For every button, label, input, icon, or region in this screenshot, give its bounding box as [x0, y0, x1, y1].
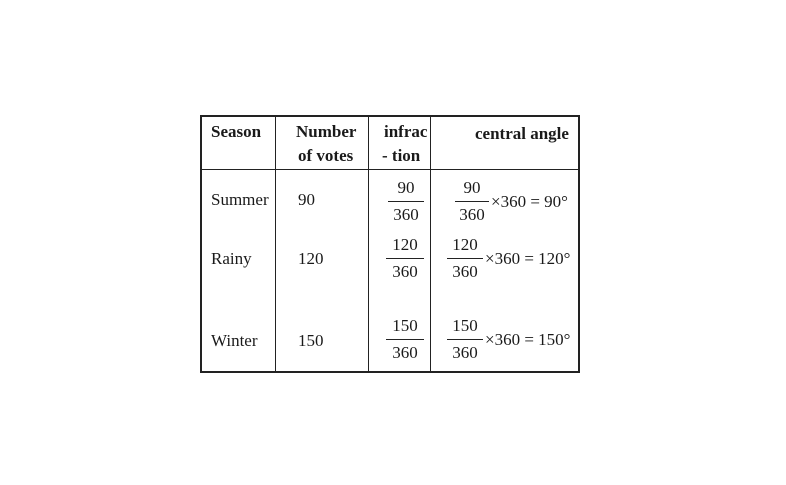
- angle-fraction: 150 360: [447, 315, 483, 364]
- fraction-numerator: 90: [397, 178, 415, 197]
- angle-expression: ×360 = 150°: [485, 329, 571, 349]
- header-votes-line1: Number: [296, 122, 357, 141]
- fraction-bar: [386, 258, 424, 259]
- fraction-numerator: 90: [463, 178, 481, 197]
- fraction-denominator: 360: [452, 262, 478, 281]
- fraction-bar: [388, 201, 424, 202]
- cell-fraction: 90 360: [388, 177, 424, 226]
- angle-expression: ×360 = 90°: [491, 191, 568, 211]
- cell-fraction: 150 360: [386, 315, 424, 364]
- column-divider: [275, 117, 276, 371]
- cell-votes: 120: [298, 249, 324, 268]
- header-season: Season: [211, 122, 262, 141]
- header-votes-line2: of votes: [298, 146, 354, 165]
- cell-central-angle: 90 360 ×360 = 90°: [455, 177, 568, 226]
- column-divider: [430, 117, 431, 371]
- cell-season: Summer: [211, 190, 269, 209]
- angle-fraction: 120 360: [447, 234, 483, 283]
- cell-fraction: 120 360: [386, 234, 424, 283]
- cell-votes: 90: [298, 190, 315, 209]
- cell-season: Winter: [211, 331, 258, 350]
- fraction-numerator: 120: [392, 235, 418, 254]
- column-divider: [368, 117, 369, 371]
- cell-central-angle: 150 360 ×360 = 150°: [447, 315, 570, 364]
- fraction-denominator: 360: [393, 205, 419, 224]
- cell-season: Rainy: [211, 249, 252, 268]
- fraction-numerator: 150: [392, 316, 418, 335]
- fraction-bar: [386, 339, 424, 340]
- cell-central-angle: 120 360 ×360 = 120°: [447, 234, 570, 283]
- header-divider: [202, 169, 578, 170]
- fraction-bar: [447, 339, 483, 340]
- fraction-denominator: 360: [392, 262, 418, 281]
- header-fraction-line1: infrac: [384, 122, 428, 141]
- angle-expression: ×360 = 120°: [485, 248, 571, 268]
- season-votes-table: Season Number of votes infrac - tion cen…: [200, 115, 580, 373]
- fraction-numerator: 150: [452, 316, 478, 335]
- cell-votes: 150: [298, 331, 324, 350]
- angle-fraction: 90 360: [455, 177, 489, 226]
- fraction-bar: [447, 258, 483, 259]
- fraction-denominator: 360: [392, 343, 418, 362]
- header-central-angle: central angle: [475, 124, 569, 143]
- fraction-denominator: 360: [459, 205, 485, 224]
- header-fraction-line2: - tion: [382, 146, 421, 165]
- fraction-numerator: 120: [452, 235, 478, 254]
- fraction-bar: [455, 201, 489, 202]
- fraction-denominator: 360: [452, 343, 478, 362]
